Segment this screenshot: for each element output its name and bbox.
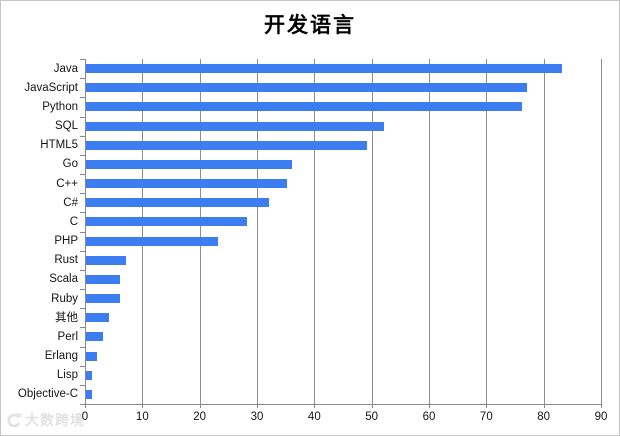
y-axis-tick (80, 404, 85, 405)
x-axis-tick (257, 404, 258, 408)
x-tick-label: 50 (365, 411, 379, 423)
crescent-logo-icon (5, 412, 22, 429)
y-axis-tick (80, 289, 85, 290)
chart-title: 开发语言 (264, 12, 356, 37)
y-axis-tick (80, 193, 85, 194)
category-label: HTML5 (40, 139, 78, 152)
gridline (142, 59, 143, 404)
x-axis-tick (142, 404, 143, 408)
category-label: Python (42, 100, 78, 113)
y-axis-tick (80, 270, 85, 271)
bar-Scala (86, 274, 121, 284)
x-axis-tick (85, 404, 86, 408)
y-axis-tick (80, 78, 85, 79)
gridline (257, 59, 258, 404)
bar-HTML5 (86, 140, 367, 150)
gridline (372, 59, 373, 404)
x-tick-label: 90 (594, 411, 608, 423)
x-tick-label: 70 (479, 411, 493, 423)
gridline (601, 59, 602, 404)
bar-Perl (86, 332, 104, 342)
category-label: Perl (57, 330, 78, 343)
watermark: 大数跨境 (5, 410, 85, 430)
gridline (544, 59, 545, 404)
category-label: Erlang (44, 350, 78, 363)
x-tick-label: 60 (422, 411, 436, 423)
y-axis-tick (80, 212, 85, 213)
category-label: PHP (54, 235, 78, 248)
bar-Objective-C (86, 389, 92, 399)
plot-area (80, 59, 602, 408)
gridline (486, 59, 487, 404)
x-tick-label: 20 (193, 411, 207, 423)
y-axis-tick (80, 385, 85, 386)
y-axis-tick (80, 97, 85, 98)
y-axis-tick (80, 117, 85, 118)
y-axis-tick (80, 232, 85, 233)
category-label: Java (53, 62, 78, 75)
x-axis-tick (372, 404, 373, 408)
y-axis-tick (80, 136, 85, 137)
x-tick-label: 10 (135, 411, 149, 423)
bar-Ruby (86, 294, 121, 304)
gridline (429, 59, 430, 404)
bar-C# (86, 198, 270, 208)
bar-Go (86, 159, 293, 169)
bar-Python (86, 102, 522, 112)
category-label: Go (62, 158, 78, 171)
category-label: C (69, 215, 78, 228)
bar-SQL (86, 121, 385, 131)
category-label: C# (63, 196, 78, 209)
x-axis-tick (314, 404, 315, 408)
y-axis-tick (80, 347, 85, 348)
category-label: Lisp (56, 369, 78, 382)
x-axis-tick (544, 404, 545, 408)
bar-PHP (86, 236, 218, 246)
bar-Java (86, 64, 562, 74)
category-label: 其他 (55, 311, 78, 324)
x-tick-label: 0 (81, 411, 89, 423)
category-label: C++ (56, 177, 78, 190)
gridline (200, 59, 201, 404)
y-axis-tick (80, 308, 85, 309)
category-label: Ruby (51, 292, 78, 305)
bar-Erlang (86, 351, 98, 361)
x-tick-label: 40 (307, 411, 321, 423)
bar-C++ (86, 179, 287, 189)
y-axis-tick (80, 155, 85, 156)
y-axis-tick (80, 251, 85, 252)
bar-JavaScript (86, 83, 528, 93)
bar-C (86, 217, 247, 227)
y-axis-tick (80, 59, 85, 60)
bar-其他 (86, 313, 109, 323)
watermark-text: 大数跨境 (25, 412, 85, 428)
x-axis-tick (486, 404, 487, 408)
gridline (314, 59, 315, 404)
x-axis-tick (601, 404, 602, 408)
category-label: SQL (54, 120, 78, 133)
x-axis-line (85, 404, 602, 405)
category-label: Objective-C (17, 388, 78, 401)
category-label: Scala (49, 273, 78, 286)
y-axis-tick (80, 366, 85, 367)
x-tick-label: 30 (250, 411, 264, 423)
x-tick-label: 80 (537, 411, 551, 423)
y-axis-tick (80, 174, 85, 175)
category-label: Rust (54, 254, 78, 267)
y-axis-line (85, 59, 86, 404)
category-label: JavaScript (24, 81, 78, 94)
y-axis-tick (80, 327, 85, 328)
bar-Lisp (86, 370, 92, 380)
x-axis-tick (200, 404, 201, 408)
bar-Rust (86, 255, 127, 265)
x-axis-tick (429, 404, 430, 408)
